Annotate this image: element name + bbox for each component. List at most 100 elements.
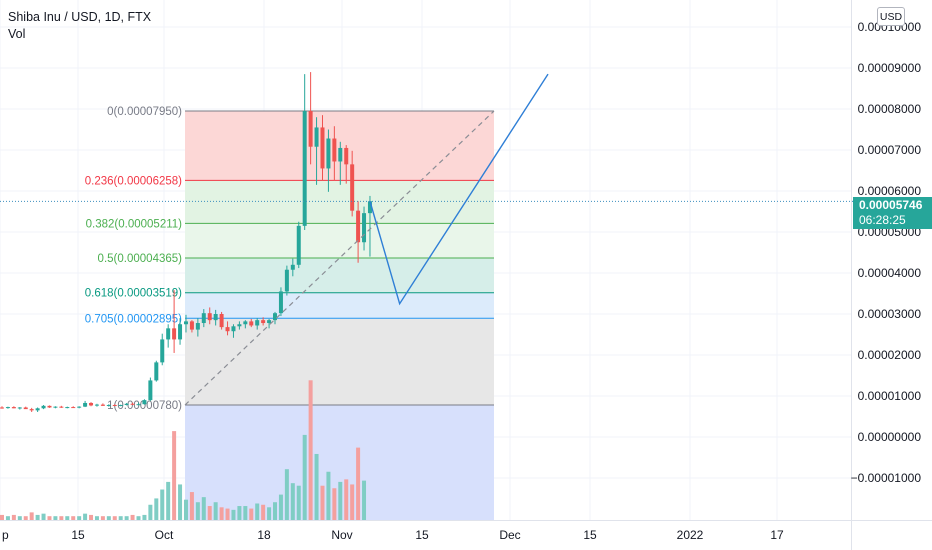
candle-body	[178, 324, 183, 340]
candle-body	[326, 138, 331, 169]
fib-close-paren: )	[178, 218, 182, 230]
fib-price: 0.00005211	[118, 218, 178, 230]
candle-body	[94, 404, 99, 406]
volume-bar	[100, 516, 105, 520]
volume-bar	[71, 516, 76, 520]
volume-bar	[35, 514, 40, 520]
currency-button[interactable]: USD	[877, 7, 905, 26]
fib-ratio: 0.618	[85, 288, 114, 300]
volume-bar	[53, 516, 58, 520]
candle-body	[261, 320, 266, 324]
candle-body	[47, 405, 52, 408]
volume-bar	[189, 492, 194, 520]
candle-body	[17, 407, 22, 409]
candle-body	[237, 324, 242, 327]
candle-body	[320, 127, 325, 169]
time-tick-label: 15	[415, 528, 429, 542]
bar-countdown: 06:28:25	[859, 213, 906, 227]
volume-bar	[106, 516, 111, 520]
volume-bar	[142, 514, 147, 520]
candle-body	[106, 405, 111, 407]
time-tick-label: 15	[583, 528, 597, 542]
volume-bar	[59, 516, 64, 520]
fib-level-label: 0(0.00007950)	[107, 106, 182, 118]
candle-body	[65, 407, 70, 409]
volume-bar	[124, 516, 129, 520]
volume-bar	[362, 480, 367, 520]
last-price-value: 0.00005746	[859, 198, 923, 212]
volume-bar	[148, 504, 153, 520]
price-tick-label: 0.00004000	[858, 266, 922, 280]
volume-bar	[154, 498, 159, 520]
volume-bar	[0, 514, 4, 520]
price-tick-label: 0.00001000	[858, 389, 922, 403]
candle-body	[225, 327, 230, 332]
fib-level-label: 0.236(0.00006258)	[85, 175, 182, 187]
volume-bar	[11, 514, 16, 520]
fib-level-label: 0.5(0.00004365)	[98, 253, 183, 265]
candle-body	[142, 400, 147, 405]
volume-bar	[65, 516, 70, 520]
candle-body	[35, 408, 40, 411]
volume-bar	[207, 506, 212, 520]
candle-body	[11, 407, 16, 409]
candle-body	[130, 403, 135, 405]
candle-body	[183, 321, 188, 325]
fib-price: 0.00000780	[117, 400, 178, 412]
fib-price: 0.00006258	[117, 175, 178, 187]
volume-bar	[255, 503, 260, 520]
fib-ratio: 0	[107, 106, 113, 118]
volume-bar	[278, 494, 283, 520]
volume-bar	[225, 508, 230, 520]
price-tick-label: 0.00003000	[858, 307, 922, 321]
price-tick-label: 0.00007000	[858, 143, 922, 157]
volume-label[interactable]: Vol	[8, 27, 26, 41]
candle-body	[362, 213, 367, 243]
volume-bar	[237, 506, 242, 520]
candle-body	[154, 362, 159, 381]
candle-body	[77, 406, 82, 408]
fib-price: 0.00003519	[117, 288, 178, 300]
volume-bar	[267, 507, 272, 520]
volume-bar	[314, 453, 319, 520]
drawing-overlays	[0, 73, 853, 406]
fibonacci-zones	[185, 111, 494, 520]
fib-price: 0.00007950	[117, 106, 178, 118]
volume-bar	[166, 481, 171, 520]
fib-zone	[185, 258, 494, 293]
fib-close-paren: )	[178, 288, 182, 300]
volume-bar	[249, 508, 254, 520]
candle-body	[29, 409, 34, 411]
price-tick-label: −0.00001000	[851, 471, 922, 485]
volume-bar	[219, 507, 224, 520]
volume-bar	[160, 489, 165, 520]
candle-body	[124, 403, 129, 406]
volume-bar	[183, 499, 188, 520]
volume-bar	[308, 380, 313, 520]
volume-bar	[130, 514, 135, 520]
fib-zone	[185, 318, 494, 406]
volume-bar	[195, 502, 200, 520]
volume-bar	[172, 431, 177, 520]
volume-bar	[302, 434, 307, 520]
candle-body	[207, 313, 212, 321]
symbol-title[interactable]: Shiba Inu / USD, 1D, FTX	[8, 10, 152, 24]
volume-bar	[338, 481, 343, 520]
candle-body	[41, 405, 46, 409]
candle-body	[243, 321, 248, 325]
projection-path	[369, 73, 549, 306]
fib-ratio: 0.382	[86, 218, 115, 230]
fib-level-label: 0.382(0.00005211)	[86, 218, 183, 230]
candle-body	[332, 138, 337, 162]
fib-open-paren: (	[114, 106, 118, 118]
volume-bars	[0, 380, 367, 520]
fib-open-paren: (	[114, 175, 118, 187]
candlesticks	[0, 72, 372, 412]
volume-bar	[320, 485, 325, 520]
volume-bar	[5, 516, 10, 520]
chart-legend: Shiba Inu / USD, 1D, FTX Vol	[8, 9, 151, 43]
fib-close-paren: )	[178, 106, 182, 118]
candle-body	[0, 407, 4, 409]
candle-body	[356, 210, 361, 243]
